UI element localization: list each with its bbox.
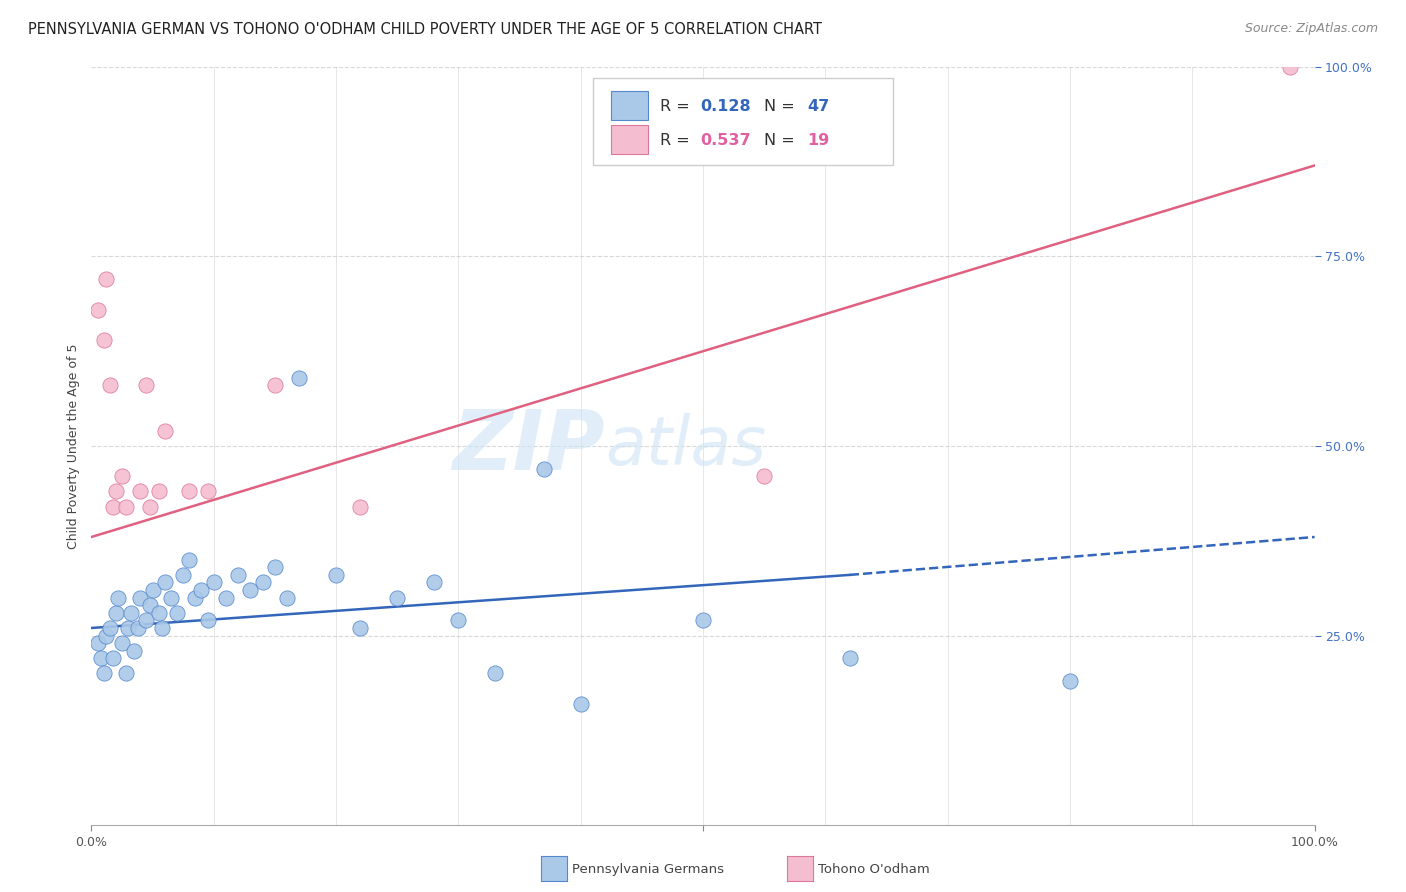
Point [148, 484, 170, 499]
Point [111, 469, 134, 483]
Point [122, 644, 145, 658]
Point [93, 666, 115, 681]
Text: N =: N = [765, 99, 800, 114]
Point [141, 583, 163, 598]
Point [533, 462, 555, 476]
Point [385, 591, 409, 605]
Point [423, 575, 446, 590]
Point [264, 560, 287, 574]
Text: R =: R = [661, 133, 695, 148]
Text: Pennsylvania Germans: Pennsylvania Germans [572, 863, 724, 876]
Point [349, 621, 371, 635]
Point [184, 591, 207, 605]
Point [86, 302, 108, 317]
Point [197, 614, 219, 628]
Text: PENNSYLVANIA GERMAN VS TOHONO O'ODHAM CHILD POVERTY UNDER THE AGE OF 5 CORRELATI: PENNSYLVANIA GERMAN VS TOHONO O'ODHAM CH… [28, 22, 823, 37]
Text: atlas: atlas [605, 413, 766, 479]
Point [215, 591, 238, 605]
Point [179, 552, 201, 567]
FancyBboxPatch shape [593, 78, 893, 166]
Point [90, 651, 112, 665]
Text: 0.537: 0.537 [700, 133, 751, 148]
Point [104, 484, 127, 499]
Point [447, 614, 470, 628]
Point [692, 614, 714, 628]
Point [754, 469, 776, 483]
Point [103, 500, 125, 514]
Text: ZIP: ZIP [453, 406, 605, 486]
Point [129, 591, 152, 605]
Point [135, 378, 157, 392]
Point [202, 575, 225, 590]
Point [107, 591, 129, 605]
Text: 19: 19 [807, 133, 830, 148]
Text: Source: ZipAtlas.com: Source: ZipAtlas.com [1244, 22, 1378, 36]
Text: R =: R = [661, 99, 695, 114]
Point [190, 583, 212, 598]
Point [129, 484, 152, 499]
Point [197, 484, 219, 499]
Point [264, 378, 287, 392]
Point [120, 606, 142, 620]
Point [153, 424, 176, 438]
Point [226, 568, 249, 582]
FancyBboxPatch shape [612, 125, 648, 154]
Point [94, 628, 117, 642]
Point [114, 666, 136, 681]
Point [160, 591, 183, 605]
Point [349, 500, 371, 514]
Point [276, 591, 298, 605]
Point [148, 606, 170, 620]
Point [179, 484, 201, 499]
Point [1279, 60, 1302, 74]
Point [172, 568, 194, 582]
Point [117, 621, 139, 635]
Point [111, 636, 134, 650]
Point [93, 333, 115, 347]
Point [139, 500, 162, 514]
Text: Tohono O'odham: Tohono O'odham [818, 863, 929, 876]
Point [150, 621, 173, 635]
Point [252, 575, 274, 590]
Point [1059, 674, 1081, 689]
FancyBboxPatch shape [612, 91, 648, 120]
Point [166, 606, 188, 620]
Y-axis label: Child Poverty Under the Age of 5: Child Poverty Under the Age of 5 [67, 343, 80, 549]
Point [153, 575, 176, 590]
Point [114, 500, 136, 514]
Point [838, 651, 860, 665]
Text: N =: N = [765, 133, 800, 148]
Point [103, 651, 125, 665]
Point [139, 599, 162, 613]
Point [325, 568, 347, 582]
Point [135, 614, 157, 628]
Point [127, 621, 149, 635]
Point [86, 636, 108, 650]
Point [98, 378, 121, 392]
Text: 0.128: 0.128 [700, 99, 751, 114]
Text: 47: 47 [807, 99, 830, 114]
Point [239, 583, 262, 598]
Point [484, 666, 506, 681]
Point [288, 371, 311, 385]
Point [569, 697, 592, 711]
Point [98, 621, 121, 635]
Point [94, 272, 117, 286]
Point [104, 606, 127, 620]
